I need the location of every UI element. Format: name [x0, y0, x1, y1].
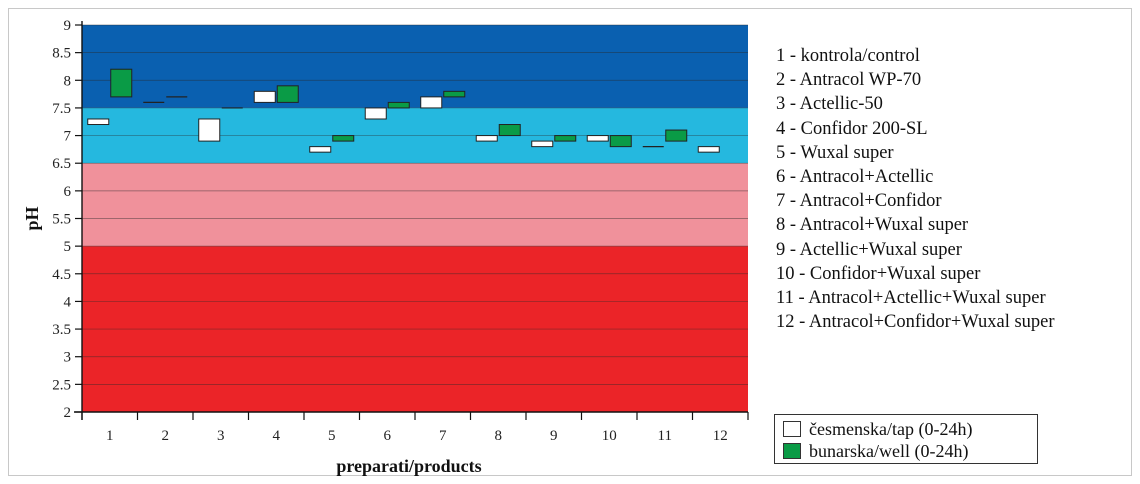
- y-tick-label: 7.5: [52, 101, 71, 117]
- background-band: [82, 25, 748, 108]
- background-band: [82, 163, 748, 247]
- product-legend-item: 4 - Confidor 200-SL: [776, 118, 928, 139]
- series-legend: česmenska/tap (0-24h) bunarska/well (0-2…: [774, 414, 1038, 464]
- y-tick-label: 6.5: [52, 156, 71, 172]
- tap-box-10: [586, 135, 609, 142]
- y-tick-labels: 2 2.5 3 3.5 4 4.5 5 5.5 6 6.5 7 7.5 8 8.5 9: [52, 18, 71, 421]
- x-tick-label: 7: [439, 428, 447, 444]
- well-box-7: [443, 90, 466, 98]
- y-tick-label: 3.5: [52, 322, 71, 338]
- product-legend-item: 10 - Confidor+Wuxal super: [776, 263, 981, 284]
- x-tick-label: 5: [328, 428, 336, 444]
- x-tick-label: 3: [217, 428, 225, 444]
- x-tick-label: 2: [162, 428, 170, 444]
- tap-swatch: [783, 421, 801, 437]
- y-tick-label: 2.5: [52, 377, 71, 393]
- tap-box-7: [420, 96, 443, 109]
- x-tick-label: 8: [495, 428, 503, 444]
- well-box-6: [387, 101, 410, 109]
- tap-box-3: [198, 118, 221, 142]
- well-box-11: [665, 129, 688, 142]
- well-swatch: [783, 443, 801, 459]
- x-tick-label: 4: [273, 428, 281, 444]
- y-tick-label: 3: [64, 350, 72, 366]
- x-axis-title: preparati/products: [336, 456, 481, 476]
- tap-box-8: [475, 135, 498, 142]
- product-legend-item: 7 - Antracol+Confidor: [776, 191, 942, 212]
- y-tick-label: 5.5: [52, 212, 71, 228]
- y-tick-label: 9: [64, 18, 72, 34]
- tap-box-4: [253, 90, 276, 103]
- x-tick-label: 11: [658, 428, 672, 444]
- product-legend-item: 9 - Actellic+Wuxal super: [776, 239, 962, 260]
- product-legend-item: 11 - Antracol+Actellic+Wuxal super: [776, 287, 1046, 308]
- x-tick-label: 1: [106, 428, 114, 444]
- tap-box-5: [309, 146, 332, 153]
- x-tick-label: 9: [550, 428, 558, 444]
- series-legend-item-well: bunarska/well (0-24h): [783, 440, 968, 462]
- data-boxes: [87, 68, 720, 153]
- series-legend-item-tap: česmenska/tap (0-24h): [783, 418, 972, 440]
- x-tick-label: 10: [602, 428, 617, 444]
- series-legend-label: česmenska/tap (0-24h): [809, 418, 973, 439]
- y-tick-label: 8: [64, 73, 72, 89]
- x-tick-label: 6: [384, 428, 392, 444]
- well-box-1: [110, 68, 133, 98]
- product-legend-item: 1 - kontrola/control: [776, 46, 920, 66]
- y-tick-label: 2: [64, 405, 72, 421]
- y-tick-label: 7: [64, 129, 72, 145]
- product-legend: 1 - kontrola/control 2 - Antracol WP-70 3 …: [776, 44, 1055, 334]
- well-box-9: [554, 135, 577, 142]
- series-legend-label: bunarska/well (0-24h): [809, 440, 969, 461]
- y-tick-label: 4.5: [52, 267, 71, 283]
- well-box-4: [276, 85, 299, 103]
- axes: [74, 21, 749, 420]
- well-box-10: [609, 135, 632, 148]
- y-tick-label: 8.5: [52, 46, 71, 62]
- tap-box-1: [87, 118, 110, 126]
- product-legend-item: 5 - Wuxal super: [776, 142, 894, 163]
- well-box-8: [498, 124, 521, 137]
- y-tick-label: 4: [64, 294, 72, 310]
- tap-box-12: [697, 146, 720, 153]
- product-legend-item: 12 - Antracol+Confidor+Wuxal super: [776, 312, 1055, 333]
- y-tick-label: 5: [64, 239, 72, 255]
- y-axis-title: pH: [22, 206, 42, 230]
- tap-box-9: [531, 140, 554, 148]
- y-tick-label: 6: [64, 184, 72, 200]
- product-legend-item: 3 - Actellic-50: [776, 94, 883, 115]
- product-legend-item: 2 - Antracol WP-70: [776, 70, 922, 91]
- tap-box-6: [364, 107, 387, 120]
- x-tick-labels: 1 2 3 4 5 6 7 8 9 10 11 12: [106, 428, 728, 444]
- product-legend-item: 6 - Antracol+Actellic: [776, 166, 934, 187]
- well-box-5: [332, 135, 355, 142]
- product-legend-item: 8 - Antracol+Wuxal super: [776, 215, 969, 236]
- x-tick-label: 12: [713, 428, 728, 444]
